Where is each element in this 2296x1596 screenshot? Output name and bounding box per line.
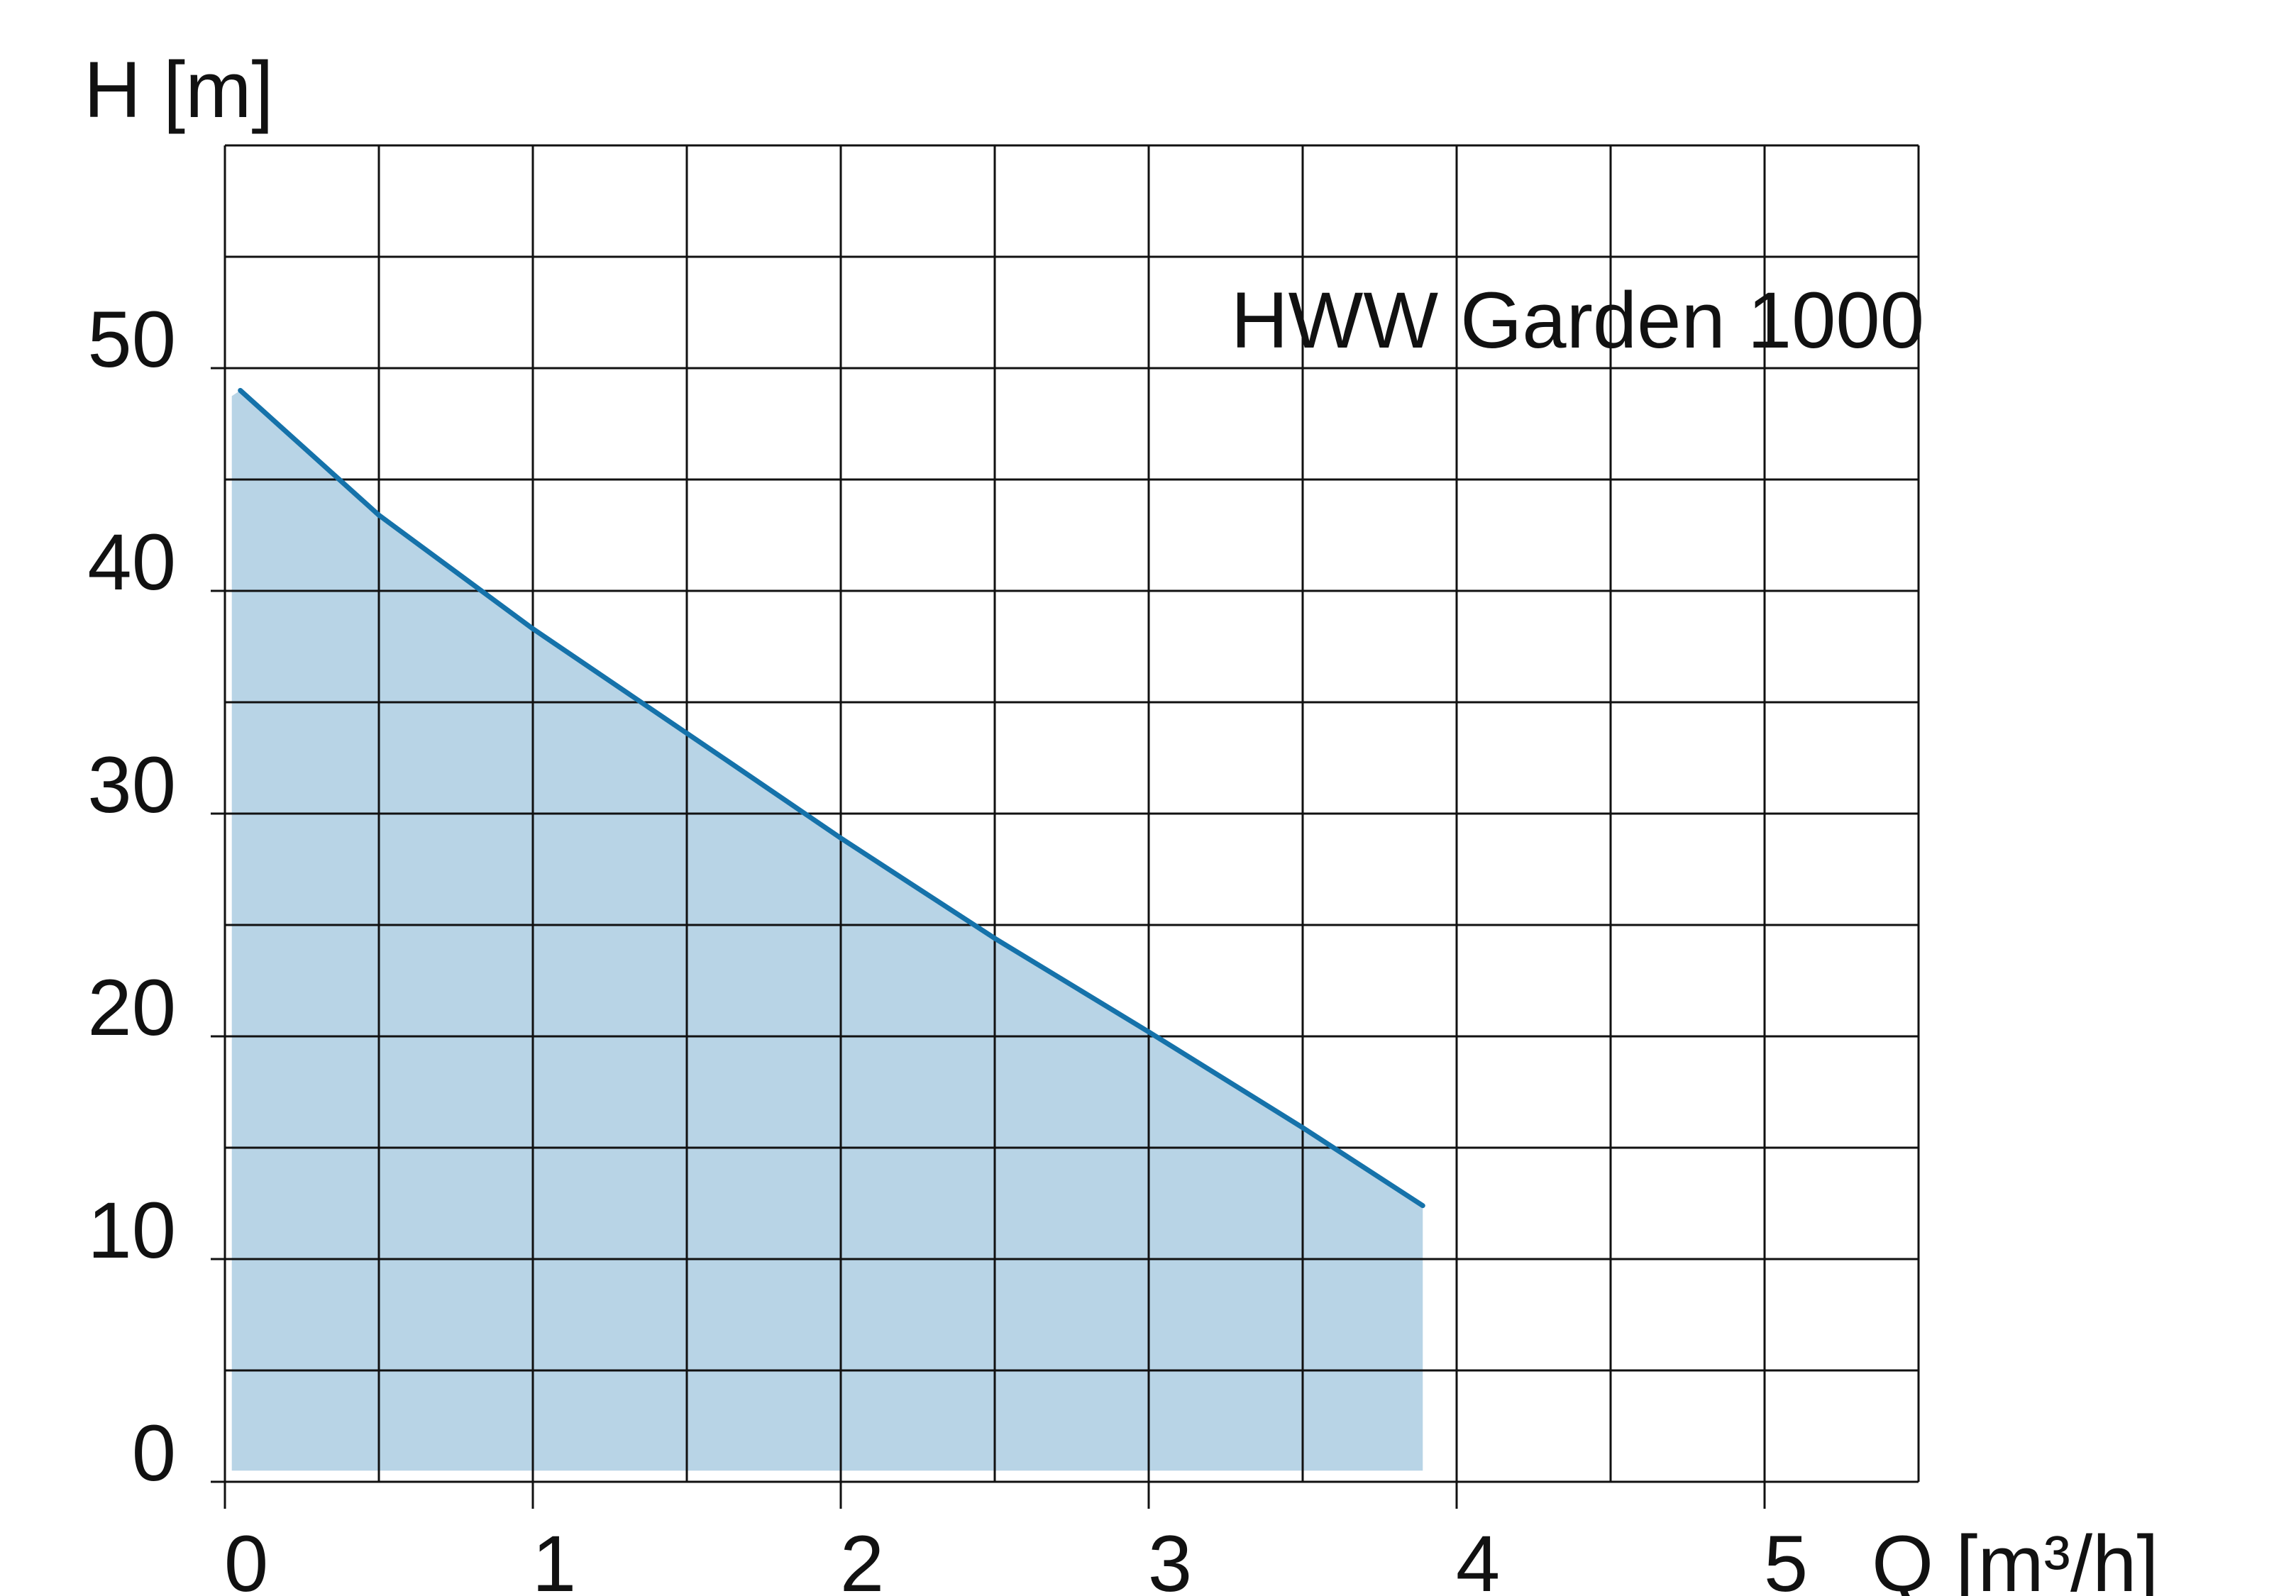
x-axis-label: Q [m³/h]: [1872, 1519, 2158, 1596]
x-tick-label: 5: [1764, 1519, 1808, 1596]
operating-area-fill: [231, 390, 1423, 1471]
x-tick-label: 4: [1456, 1519, 1500, 1596]
chart-title: HWW Garden 1000: [1231, 276, 1924, 365]
x-tick-label: 0: [224, 1519, 268, 1596]
y-axis-label: H [m]: [84, 45, 274, 134]
x-tick-label: 3: [1148, 1519, 1192, 1596]
y-tick-label: 20: [87, 963, 176, 1052]
y-tick-label: 0: [132, 1409, 176, 1497]
x-tick-label: 1: [532, 1519, 576, 1596]
x-tick-label: 2: [840, 1519, 884, 1596]
y-tick-label: 50: [87, 295, 176, 384]
y-tick-label: 10: [87, 1186, 176, 1275]
y-tick-label: 40: [87, 518, 176, 606]
y-tick-label: 30: [87, 741, 176, 829]
